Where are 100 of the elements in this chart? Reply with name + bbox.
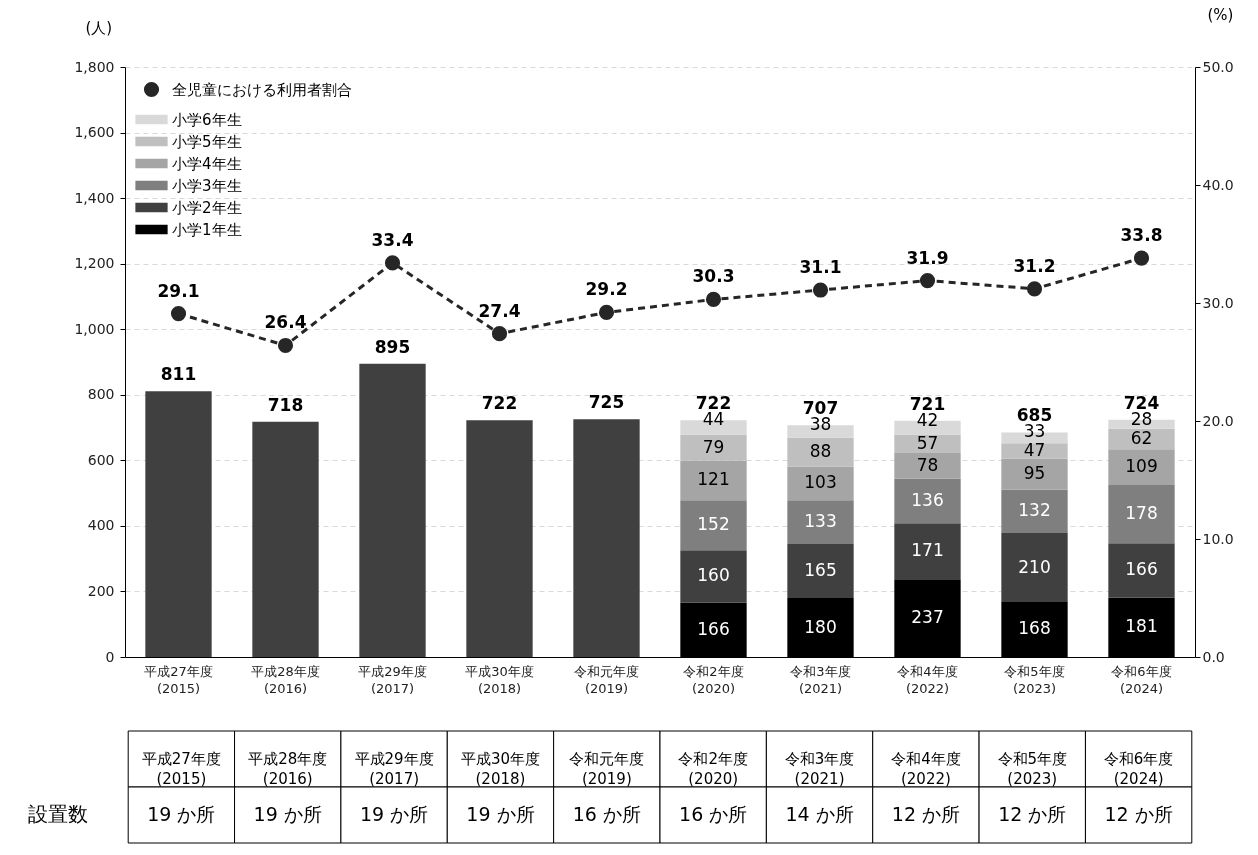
data-label: 38 [809,414,832,435]
point [491,326,508,342]
bar [894,523,961,580]
bar [1001,489,1068,534]
data-label: 31.9 [906,247,949,268]
x-tick-label: 令和3年度 (2021) [790,663,851,696]
x-tick-label: 平成27年度 (2015) [141,750,221,788]
data-label: 62 [1130,428,1153,449]
bar [359,363,426,657]
x-tick-label: 令和2年度 (2020) [683,663,744,696]
legend-label: 小学6年生 [172,110,242,129]
bar [894,434,961,454]
data-label: 33 [1023,421,1046,442]
data-label: 29.1 [157,280,200,301]
y-tick-label: 200 [87,582,115,599]
data-label: 180 [804,616,837,637]
x-tick-label: 令和2年度 (2020) [678,750,748,788]
data-label: 121 [697,469,730,490]
point [1133,250,1150,266]
bar [252,421,319,657]
data-label: 19 か所 [359,803,429,825]
y2-tick-label: 50.0 [1202,58,1234,75]
x-tick-label: 令和元年度 (2019) [574,663,639,696]
y-tick-label: 600 [87,451,115,468]
data-label: 19 か所 [253,803,322,825]
point [170,306,187,322]
y-tick-label: 1,000 [74,320,115,337]
data-label: 152 [697,514,730,535]
total-label: 811 [160,364,197,385]
x-tick-label: 令和5年度 (2023) [997,750,1068,788]
data-label: 103 [804,472,837,493]
y-axis-title: (人) [85,18,113,37]
point [919,273,936,289]
y-tick-label: 1,800 [74,58,115,75]
x-tick-label: 平成30年度 (2018) [460,750,540,788]
data-label: 19 か所 [466,803,535,825]
legend-label: 小学1年生 [172,220,242,239]
x-tick-label: 令和4年度 (2022) [891,750,961,788]
y-tick-label: 1,600 [74,124,115,141]
data-label: 47 [1023,439,1046,460]
y-tick-label: 設置数 [27,802,88,826]
bar [787,543,854,598]
data-label: 166 [1125,559,1158,580]
data-label: 27.4 [478,300,521,321]
total-label: 718 [267,394,304,415]
data-label: 12 か所 [998,803,1067,825]
data-label: 31.1 [799,257,842,278]
legend-label: 小学4年生 [172,154,242,173]
point [705,291,722,308]
data-label: 16 か所 [572,803,641,825]
total-label: 722 [481,393,518,414]
data-label: 33.4 [371,229,414,250]
bar [787,466,854,501]
y-tick-label: 0 [105,648,115,665]
data-label: 44 [702,409,725,430]
x-tick-label: 平成28年度 (2016) [248,750,328,788]
bar [787,500,854,544]
data-label: 133 [804,511,837,532]
y2-tick-label: 20.0 [1202,412,1234,429]
x-tick-label: 令和4年度 (2022) [897,663,958,696]
bar [466,420,533,657]
point [1026,281,1043,297]
data-label: 29.2 [585,279,628,300]
data-label: 181 [1125,616,1158,637]
data-label: 31.2 [1013,255,1056,276]
data-label: 168 [1018,618,1051,639]
data-label: 30.3 [692,266,735,287]
data-label: 237 [911,607,944,628]
data-label: 160 [697,565,730,586]
x-tick-label: 令和6年度 (2024) [1103,750,1174,788]
data-label: 178 [1125,503,1158,524]
data-label: 88 [809,441,832,462]
total-label: 725 [588,392,625,413]
data-label: 79 [702,436,725,457]
y2-tick-label: 0.0 [1202,648,1225,665]
bar [573,419,640,657]
legend-label: 小学5年生 [172,132,242,151]
data-label: 57 [916,432,939,453]
bar [1108,449,1175,485]
data-label: 33.8 [1120,225,1163,246]
data-label: 132 [1018,500,1051,521]
y-tick-label: 1,400 [74,189,115,206]
point [384,255,401,271]
x-tick-label: 令和3年度 (2021) [784,750,855,788]
bar [1001,458,1068,490]
legend-label: 小学3年生 [172,176,242,195]
y-tick-label: 400 [87,517,115,534]
x-tick-label: 平成29年度 (2017) [358,663,427,696]
data-label: 19 か所 [147,803,216,825]
y-tick-label: 1,200 [74,255,115,272]
x-tick-label: 平成27年度 (2015) [144,663,213,696]
y2-tick-label: 30.0 [1202,294,1234,311]
y-tick-label: 800 [87,386,115,403]
total-label: 895 [374,336,411,357]
bar [1001,533,1068,602]
bar [680,500,747,551]
bar [680,434,747,461]
bar [787,437,854,467]
data-label: 210 [1018,556,1051,577]
x-tick-label: 令和6年度 (2024) [1111,663,1172,696]
